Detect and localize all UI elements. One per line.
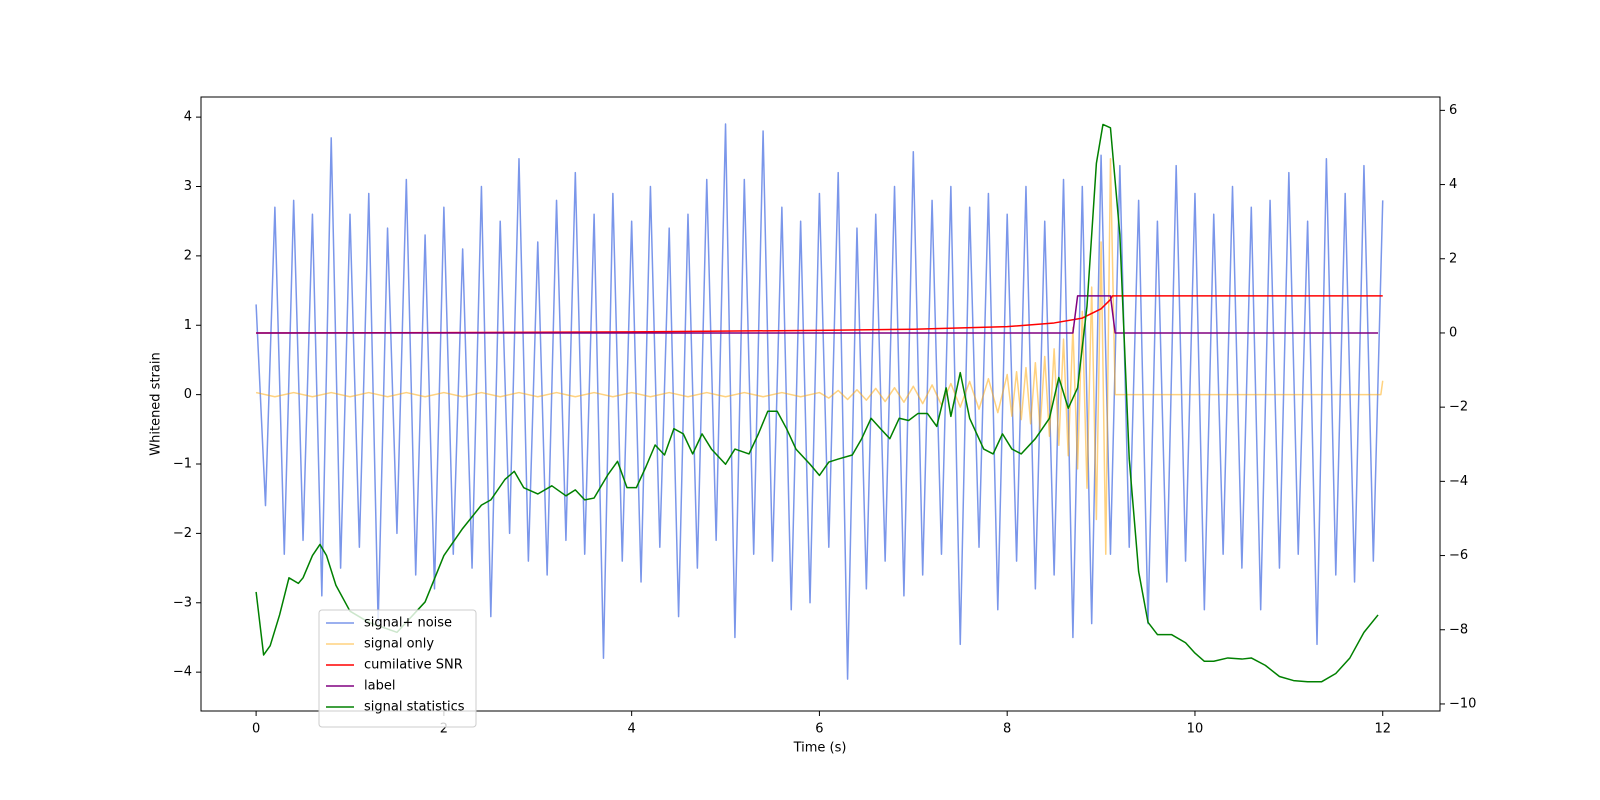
legend-box	[318, 609, 477, 728]
y-tick-label: 3	[184, 179, 192, 194]
y2-tick-label: −4	[1449, 474, 1468, 489]
y2-tick-label: 2	[1449, 251, 1457, 266]
plot-area	[255, 123, 1384, 683]
y-tick-label: −4	[173, 665, 192, 680]
legend-label: signal only	[364, 637, 434, 652]
x-tick-label: 6	[815, 722, 823, 737]
y2-tick-label: 4	[1449, 177, 1457, 192]
y-tick-label: −2	[173, 526, 192, 541]
series-line	[256, 295, 1379, 334]
x-axis-label: Time (s)	[793, 741, 847, 756]
series-line	[255, 123, 1379, 683]
x-tick-label: 12	[1374, 722, 1391, 737]
y2-tick-label: −8	[1449, 622, 1468, 637]
legend-label: signal statistics	[364, 700, 465, 715]
y-tick-label: −3	[173, 595, 192, 610]
x-tick-label: 2	[440, 722, 448, 737]
series-line	[255, 123, 1384, 680]
y-tick-label: 0	[184, 387, 192, 402]
y2-tick-label: 0	[1449, 325, 1457, 340]
y2-tick-label: 6	[1449, 103, 1457, 118]
y2-tick-label: −6	[1449, 548, 1468, 563]
y2-tick-label: −2	[1449, 400, 1468, 415]
y2-tick-label: −10	[1449, 696, 1476, 711]
y-tick-label: 2	[184, 248, 192, 263]
series-line	[256, 295, 1383, 334]
legend-label: label	[364, 679, 395, 694]
x-tick-label: 4	[628, 722, 636, 737]
y-tick-label: −1	[173, 457, 192, 472]
y-axis-label: Whitened strain	[149, 352, 164, 455]
legend-label: cumilative SNR	[364, 658, 463, 673]
x-tick-label: 0	[252, 722, 260, 737]
plot-frame	[200, 96, 1441, 712]
x-tick-label: 8	[1003, 722, 1011, 737]
y-tick-label: 4	[184, 110, 192, 125]
x-tick-label: 10	[1187, 722, 1204, 737]
y-tick-label: 1	[184, 318, 192, 333]
legend-label: signal+ noise	[364, 616, 452, 631]
series-line	[255, 158, 1384, 555]
